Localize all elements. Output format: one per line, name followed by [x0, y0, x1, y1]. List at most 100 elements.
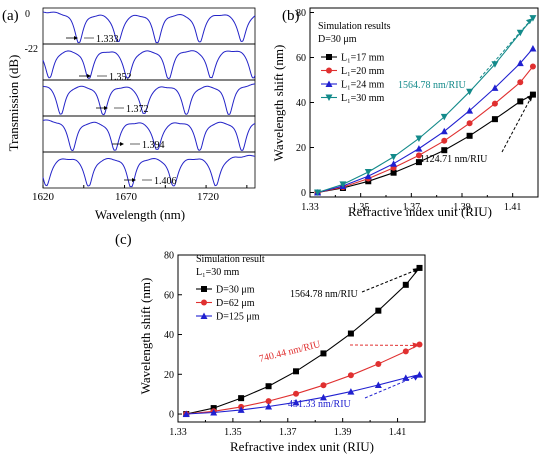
panel-b-legend-marker	[325, 94, 333, 101]
panel-b-ytick-label: 60	[296, 53, 306, 64]
panel-a-subplot-frame	[42, 43, 256, 81]
panel-b-data-point	[529, 63, 536, 70]
panel-a-arrowhead	[104, 106, 108, 110]
panel-b-data-point	[516, 29, 524, 37]
panel-b-series-line	[317, 66, 534, 194]
panel-a-arrowhead	[74, 36, 78, 40]
panel-c-xtick-label: 1.35	[224, 427, 242, 438]
panel-c-data-point	[375, 307, 382, 314]
panel-c-legend-marker	[201, 286, 207, 292]
panel-b-data-point	[491, 84, 499, 91]
panel-b-series-line	[317, 48, 534, 194]
panel-c-legend: D=30 μm D=62 μm D=125 μm	[196, 285, 260, 323]
panel-c-ytick-label: 60	[164, 290, 174, 301]
panel-b-legend-marker	[326, 54, 332, 60]
panel-b-data-point	[441, 137, 448, 144]
panel-b-data-point	[466, 107, 474, 114]
panel-b-data-point	[339, 181, 347, 188]
panel-b-data-point	[440, 127, 448, 135]
panel-a-spectrum-line	[42, 83, 256, 116]
panel-c-plot: 1.33 1.35 1.37 1.39 1.41 0 20 40 60 80	[164, 251, 426, 438]
panel-c-data-point	[347, 372, 354, 379]
panel-b-data-point	[441, 147, 448, 154]
panel-c-data-point	[210, 408, 218, 416]
panel-c-data-point	[319, 393, 327, 401]
panel-b-data-point	[440, 113, 448, 121]
panel-b-data-point	[364, 172, 372, 180]
panel-a: (a) 0 -22 Transmission (dB) 1.3331.3521.…	[2, 7, 256, 222]
panel-b-data-point	[415, 145, 423, 152]
panel-c-data-point	[374, 381, 382, 389]
panel-a-spectrum-line	[42, 50, 256, 80]
panel-c-xtick-label: 1.39	[334, 427, 352, 438]
panel-b-data-point	[390, 153, 398, 161]
panel-a-ytick-top: 0	[25, 9, 30, 20]
panel-b-data-point	[314, 189, 322, 196]
panel-b-legend-label: L₁=30 mm	[341, 93, 385, 104]
panel-a-plot: 1.333 1.352 1.372 1.394 1.406	[42, 7, 256, 189]
panel-a-spectrum-line	[42, 119, 256, 152]
panel-b-data-point	[466, 120, 473, 127]
panel-a-arrowhead	[120, 142, 124, 146]
panel-b-series-line	[317, 17, 534, 194]
panel-a-xtick-1720: 1720	[197, 191, 220, 203]
panel-c-data-point	[265, 383, 272, 390]
panel-c-label: (c)	[115, 232, 132, 248]
panel-b-annot-top-leader	[479, 21, 530, 79]
panel-b-data-point	[390, 169, 397, 176]
panel-c-data-point	[238, 395, 245, 402]
panel-b-data-point	[415, 135, 423, 142]
panel-c-data-point	[402, 374, 410, 381]
panel-c-data-point	[402, 348, 409, 355]
panel-c-data-point	[292, 398, 300, 406]
panel-b-legend-marker	[326, 67, 332, 74]
panel-c-data-point	[182, 410, 190, 418]
panel-c-title-1: Simulation result	[196, 254, 265, 265]
panel-a-ri-label: 1.372	[126, 104, 149, 115]
panel-c-data-point	[347, 330, 354, 337]
panel-a-arrowhead	[132, 178, 136, 182]
panel-c-legend-label: D=125 μm	[216, 312, 260, 323]
panel-c-ytick-label: 40	[164, 330, 174, 341]
panel-c-annot-black-arrowhead	[412, 267, 420, 274]
panel-a-xlabel: Wavelength (nm)	[95, 207, 185, 222]
panel-b-title-1: Simulation results	[318, 21, 391, 32]
panel-c-data-point	[210, 405, 217, 412]
panel-b-annot-top: 1564.78 nm/RIU	[398, 80, 467, 91]
panel-a-spectrum-line	[42, 154, 256, 188]
panel-b-ytick-label: 20	[296, 143, 306, 154]
panel-c-ytick-label: 20	[164, 370, 174, 381]
panel-b-xtick-label: 1.37	[403, 202, 421, 213]
panel-b-data-point	[517, 98, 524, 105]
panel-c-xtick-label: 1.33	[169, 427, 187, 438]
panel-b-data-point	[390, 160, 398, 167]
panel-c-series-line	[186, 267, 420, 415]
panel-b-data-point	[415, 159, 422, 166]
panel-b-legend-label: L₁=24 mm	[341, 80, 385, 91]
panel-b-ytick-label: 80	[296, 8, 306, 19]
panel-a-ri-label: 1.352	[109, 72, 132, 83]
panel-c-legend-label: D=30 μm	[216, 285, 255, 296]
panel-b-xtick-label: 1.35	[352, 202, 370, 213]
panel-b-data-point	[466, 132, 473, 139]
panel-c-data-point	[375, 360, 382, 367]
panel-c-data-point	[293, 368, 300, 375]
panel-b-annot-bottom-leader	[501, 99, 531, 153]
panel-c-annot-red-arrowhead	[412, 342, 420, 349]
panel-b-data-point	[364, 169, 372, 176]
panel-a-xtick-1620: 1620	[32, 191, 55, 203]
panel-c-annot-blue: 431.33 nm/RIU	[288, 399, 352, 410]
panel-b-data-point	[415, 152, 422, 159]
panel-b-ylabel: Wavelength shift (nm)	[271, 45, 286, 162]
panel-c-xtick-label: 1.41	[389, 427, 407, 438]
panel-c-data-point	[265, 402, 273, 410]
panel-b-xtick-label: 1.33	[301, 202, 319, 213]
panel-c-annot-blue-arrowhead	[412, 374, 420, 381]
panel-b-data-point	[529, 45, 537, 52]
panel-b-ytick-label: 40	[296, 98, 306, 109]
panel-c-series-line	[186, 374, 420, 415]
panel-a-ri-label: 1.406	[154, 176, 177, 187]
panel-c-data-point	[320, 382, 327, 389]
panel-b-data-point	[516, 59, 524, 67]
